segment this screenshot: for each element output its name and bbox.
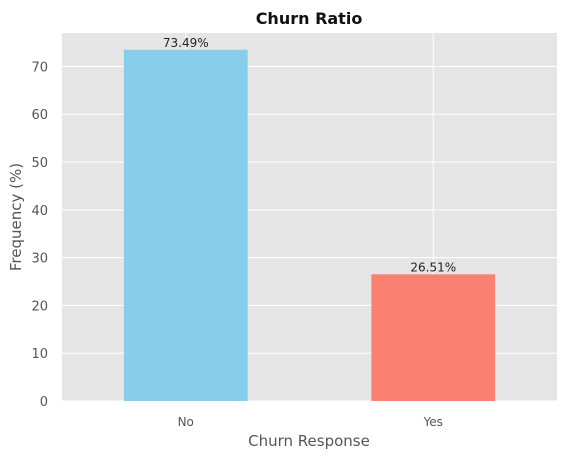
y-tick-label: 50 bbox=[31, 156, 48, 171]
y-tick-label: 20 bbox=[31, 299, 48, 314]
bar-no bbox=[123, 49, 248, 402]
y-tick-label: 40 bbox=[31, 204, 48, 219]
y-tick-label: 10 bbox=[31, 347, 48, 362]
y-tick-label: 0 bbox=[40, 395, 48, 410]
bars: 73.49% 26.51% bbox=[123, 36, 496, 402]
x-axis-label: Churn Response bbox=[248, 432, 370, 450]
chart-title: Churn Ratio bbox=[256, 9, 363, 28]
data-label: 26.51% bbox=[410, 260, 456, 274]
x-tick-label: No bbox=[178, 415, 194, 429]
y-axis-label: Frequency (%) bbox=[7, 163, 25, 271]
x-tick-label: Yes bbox=[423, 415, 443, 429]
data-label: 73.49% bbox=[163, 36, 209, 50]
y-axis-ticks: 0 10 20 30 40 50 60 70 bbox=[31, 60, 48, 410]
x-axis-ticks: No Yes bbox=[178, 415, 443, 429]
y-tick-label: 60 bbox=[31, 108, 48, 123]
y-tick-label: 30 bbox=[31, 252, 48, 267]
y-tick-label: 70 bbox=[31, 60, 48, 75]
bar-yes bbox=[371, 274, 496, 401]
